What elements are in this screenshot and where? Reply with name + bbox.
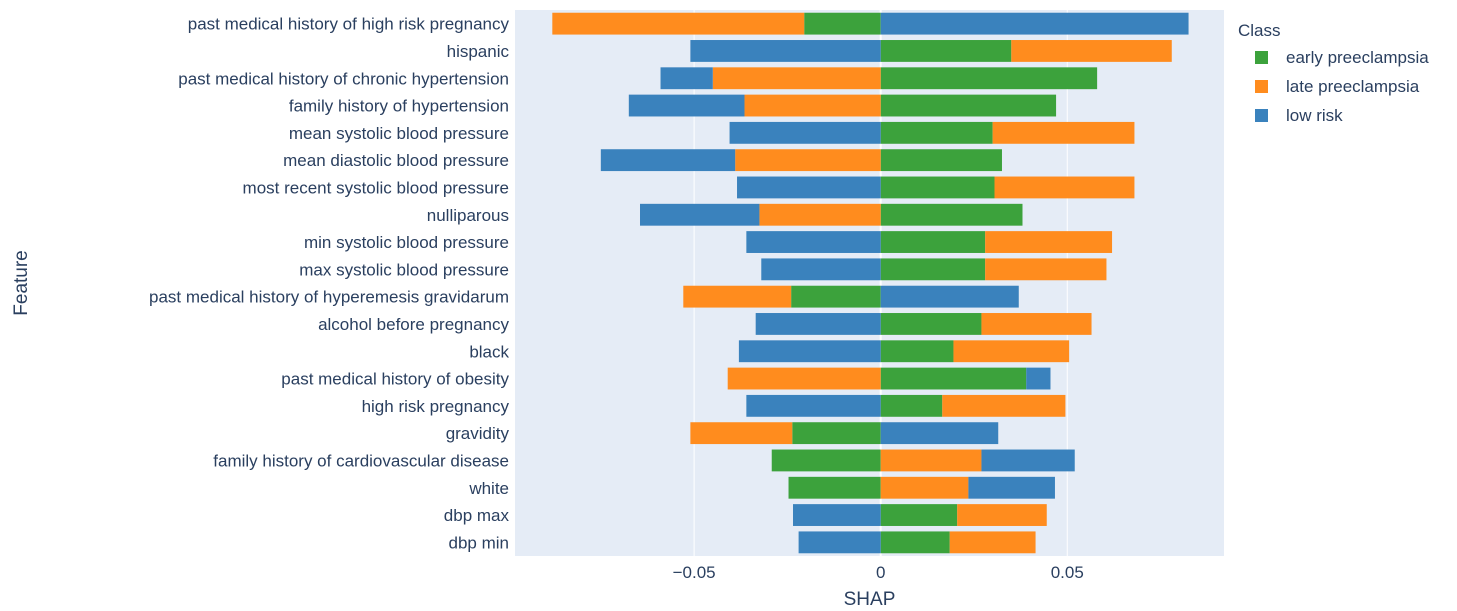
y-axis-title: Feature	[11, 250, 32, 315]
legend-label-1: late preeclampsia	[1286, 77, 1420, 96]
bar-late-preeclampsia-2	[712, 67, 881, 90]
bar-early-preeclampsia-6	[880, 176, 995, 199]
bar-early-preeclampsia-13	[880, 367, 1027, 390]
y-tick-label-10: past medical history of hyperemesis grav…	[149, 288, 509, 307]
bar-low-risk-11	[755, 313, 881, 335]
bar-late-preeclampsia-0	[552, 12, 805, 35]
y-tick-label-2: past medical history of chronic hyperten…	[178, 69, 509, 88]
bar-low-risk-18	[793, 504, 881, 526]
bar-late-preeclampsia-5	[735, 149, 881, 172]
bar-late-preeclampsia-14	[942, 394, 1066, 417]
y-tick-label-6: most recent systolic blood pressure	[243, 178, 509, 197]
legend-label-2: low risk	[1286, 106, 1343, 125]
y-tick-label-13: past medical history of obesity	[281, 370, 509, 389]
y-tick-label-0: past medical history of high risk pregna…	[188, 15, 510, 34]
bar-early-preeclampsia-15	[792, 422, 881, 445]
bar-early-preeclampsia-12	[880, 340, 954, 363]
bar-low-risk-2	[660, 67, 713, 90]
bar-early-preeclampsia-9	[880, 258, 986, 281]
x-tick-label-0: −0.05	[673, 563, 716, 582]
y-tick-label-3: family history of hypertension	[289, 97, 509, 116]
bar-late-preeclampsia-6	[994, 176, 1135, 199]
bar-low-risk-16	[981, 449, 1075, 472]
legend-label-0: early preeclampsia	[1286, 48, 1429, 67]
bar-low-risk-10	[880, 285, 1019, 308]
bar-early-preeclampsia-16	[771, 449, 881, 472]
bar-early-preeclampsia-5	[880, 149, 1002, 172]
y-tick-label-11: alcohol before pregnancy	[318, 315, 509, 334]
y-tick-label-8: min systolic blood pressure	[304, 233, 509, 252]
bar-low-risk-15	[880, 422, 999, 445]
y-tick-label-4: mean systolic blood pressure	[289, 124, 509, 143]
bar-early-preeclampsia-19	[880, 531, 950, 554]
bar-late-preeclampsia-10	[683, 285, 792, 308]
bar-low-risk-6	[737, 176, 881, 199]
x-tick-label-1: 0	[876, 563, 885, 582]
bar-early-preeclampsia-7	[880, 203, 1023, 226]
plot-background	[515, 10, 1224, 556]
y-tick-label-5: mean diastolic blood pressure	[283, 151, 509, 170]
bars	[552, 12, 1189, 554]
y-tick-label-17: white	[468, 479, 509, 498]
bar-late-preeclampsia-19	[949, 531, 1036, 554]
bar-late-preeclampsia-9	[985, 258, 1107, 281]
legend-swatch-0	[1255, 51, 1268, 64]
legend-swatch-2	[1255, 109, 1268, 122]
bar-low-risk-7	[640, 203, 760, 226]
legend-title: Class	[1238, 21, 1281, 40]
bar-low-risk-17	[968, 476, 1055, 499]
bar-low-risk-4	[729, 121, 881, 144]
bar-late-preeclampsia-7	[759, 203, 881, 226]
bar-early-preeclampsia-3	[880, 94, 1057, 117]
bar-low-risk-0	[880, 12, 1189, 35]
x-axis-title: SHAP	[844, 589, 896, 610]
bar-late-preeclampsia-8	[985, 231, 1113, 253]
bar-late-preeclampsia-16	[880, 449, 982, 472]
bar-low-risk-13	[1026, 367, 1051, 390]
bar-late-preeclampsia-15	[690, 422, 793, 445]
y-tick-label-18: dbp max	[444, 506, 510, 525]
bar-late-preeclampsia-17	[880, 476, 969, 499]
y-tick-labels: past medical history of high risk pregna…	[149, 15, 509, 553]
bar-early-preeclampsia-18	[880, 504, 958, 526]
bar-low-risk-1	[690, 40, 881, 62]
y-tick-label-12: black	[469, 342, 509, 361]
y-tick-label-9: max systolic blood pressure	[299, 260, 509, 279]
bar-early-preeclampsia-2	[880, 67, 1098, 90]
bar-early-preeclampsia-8	[880, 231, 986, 253]
bar-late-preeclampsia-13	[727, 367, 881, 390]
bar-early-preeclampsia-14	[880, 394, 943, 417]
bar-low-risk-19	[798, 531, 881, 554]
x-tick-labels: −0.05 0 0.05	[673, 563, 1084, 582]
x-tick-label-2: 0.05	[1051, 563, 1084, 582]
bar-early-preeclampsia-0	[804, 12, 881, 35]
bar-late-preeclampsia-18	[957, 504, 1047, 526]
bar-low-risk-5	[600, 149, 736, 172]
legend-swatch-1	[1255, 80, 1268, 93]
y-tick-label-1: hispanic	[447, 42, 510, 61]
bar-late-preeclampsia-1	[1011, 40, 1172, 62]
y-tick-label-15: gravidity	[446, 424, 510, 443]
bar-low-risk-9	[761, 258, 881, 281]
y-tick-label-16: family history of cardiovascular disease	[213, 451, 509, 470]
bar-low-risk-3	[628, 94, 745, 117]
y-tick-label-14: high risk pregnancy	[362, 397, 510, 416]
bar-low-risk-8	[746, 231, 881, 253]
y-tick-label-7: nulliparous	[427, 206, 509, 225]
bar-late-preeclampsia-4	[992, 121, 1135, 144]
bar-late-preeclampsia-11	[981, 313, 1092, 335]
bar-low-risk-14	[746, 394, 881, 417]
y-tick-label-19: dbp min	[449, 533, 509, 552]
bar-early-preeclampsia-4	[880, 121, 993, 144]
bar-low-risk-12	[738, 340, 881, 363]
legend[interactable]: Class early preeclampsia late preeclampsi…	[1238, 21, 1429, 125]
bar-early-preeclampsia-17	[788, 476, 881, 499]
bar-late-preeclampsia-12	[953, 340, 1070, 363]
bar-early-preeclampsia-11	[880, 313, 982, 335]
bar-late-preeclampsia-3	[744, 94, 881, 117]
bar-early-preeclampsia-1	[880, 40, 1012, 62]
bar-early-preeclampsia-10	[791, 285, 881, 308]
